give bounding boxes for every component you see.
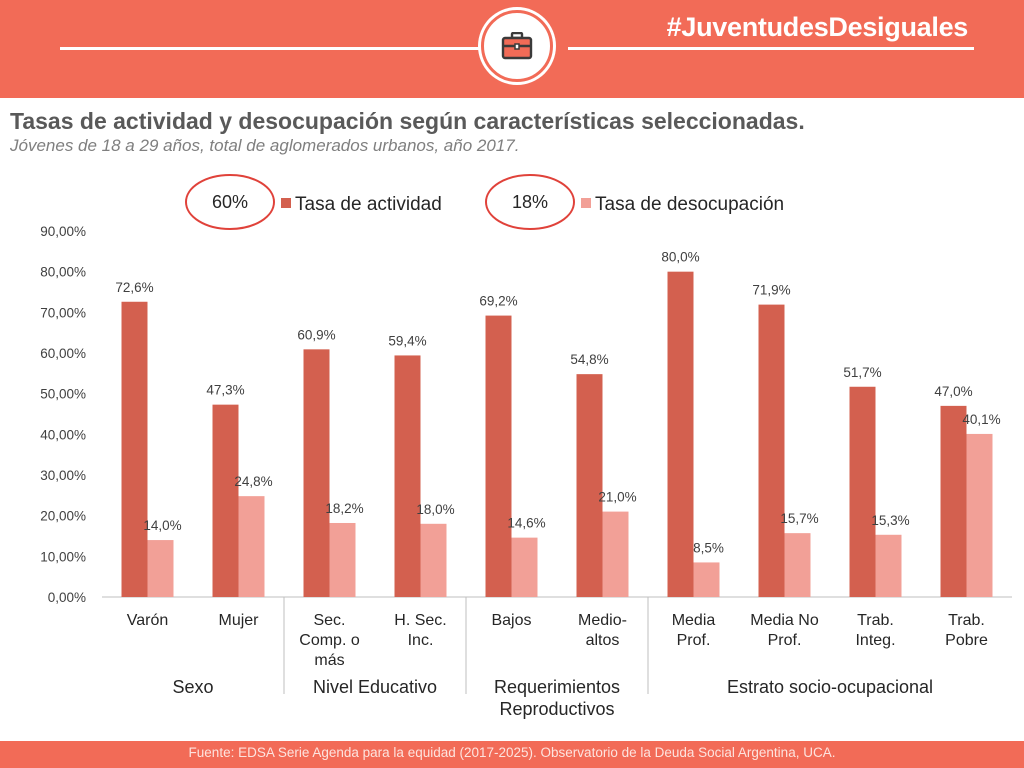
header-divider-left <box>60 47 480 50</box>
legend-badge: 60% <box>212 192 248 212</box>
bar-desocupacion <box>966 433 993 597</box>
bar-desocupacion <box>147 540 174 597</box>
data-label-actividad: 80,0% <box>661 250 699 265</box>
x-tick-label: Media <box>672 612 716 629</box>
data-label-desocupacion: 40,1% <box>962 412 1000 427</box>
legend-label: Tasa de actividad <box>295 194 442 215</box>
bar-chart: 0,00% 10,00% 20,00% 30,00% 40,00% 50,00% 60,00… <box>40 174 1012 719</box>
bar-desocupacion <box>602 511 629 597</box>
bar-desocupacion <box>511 537 538 597</box>
bar-actividad <box>121 301 148 597</box>
bar-actividad <box>394 355 421 597</box>
data-label-desocupacion: 21,0% <box>598 490 636 505</box>
y-tick-label: 60,00% <box>40 346 86 361</box>
x-tick-label: Trab. <box>948 612 985 629</box>
y-tick-label: 50,00% <box>40 387 86 402</box>
bar-desocupacion <box>784 533 811 597</box>
y-tick-label: 20,00% <box>40 509 86 524</box>
hashtag-title: #JuventudesDesiguales <box>666 12 969 42</box>
legend-highlight-circle <box>185 174 275 230</box>
data-label-actividad: 71,9% <box>752 283 790 298</box>
y-tick-label: 0,00% <box>48 590 86 605</box>
footer-bar: Fuente: EDSA Serie Agenda para la equida… <box>0 741 1024 768</box>
x-tick-label: Bajos <box>491 612 531 629</box>
bar-actividad <box>485 315 512 597</box>
bar-actividad <box>940 405 967 597</box>
x-tick-label: H. Sec. <box>394 612 446 629</box>
data-label-actividad: 47,0% <box>934 384 972 399</box>
bar-actividad <box>667 271 694 597</box>
x-tick-label: Comp. o <box>299 632 360 649</box>
briefcase-icon <box>501 32 533 60</box>
legend-highlight-circle <box>485 174 575 230</box>
x-tick-label: altos <box>586 632 620 649</box>
x-tick-label: Mujer <box>218 612 259 629</box>
bar-desocupacion <box>693 562 720 597</box>
data-label-desocupacion: 8,5% <box>693 540 724 555</box>
y-tick-label: 10,00% <box>40 549 86 564</box>
data-label-actividad: 59,4% <box>388 333 426 348</box>
bar-actividad <box>758 304 785 597</box>
legend-swatch <box>581 198 591 208</box>
x-tick-label: Prof. <box>677 632 711 649</box>
data-label-desocupacion: 18,0% <box>416 502 454 517</box>
data-label-desocupacion: 18,2% <box>325 501 363 516</box>
data-label-actividad: 72,6% <box>115 280 153 295</box>
legend-swatch <box>281 198 291 208</box>
y-tick-label: 70,00% <box>40 305 86 320</box>
icon-badge <box>481 10 553 82</box>
data-label-desocupacion: 24,8% <box>234 474 272 489</box>
header-divider-right <box>568 47 974 50</box>
legend-label: Tasa de desocupación <box>595 194 784 215</box>
bar-actividad <box>212 404 239 597</box>
data-label-actividad: 54,8% <box>570 352 608 367</box>
bar-desocupacion <box>329 522 356 597</box>
x-tick-label: Media No <box>750 612 819 629</box>
y-tick-label: 30,00% <box>40 468 86 483</box>
data-label-actividad: 51,7% <box>843 365 881 380</box>
x-tick-label: Medio- <box>578 612 627 629</box>
header-banner: #JuventudesDesiguales <box>0 0 1024 98</box>
x-tick-label: Pobre <box>945 632 988 649</box>
y-tick-label: 90,00% <box>40 224 86 239</box>
data-label-actividad: 60,9% <box>297 327 335 342</box>
x-tick-label: Trab. <box>857 612 894 629</box>
bar-actividad <box>576 374 603 597</box>
chart-subtitle: Jóvenes de 18 a 29 años, total de aglome… <box>10 136 520 155</box>
data-label-desocupacion: 14,0% <box>143 518 181 533</box>
bar-actividad <box>303 349 330 597</box>
data-label-actividad: 47,3% <box>206 383 244 398</box>
source-note: Fuente: EDSA Serie Agenda para la equida… <box>188 745 836 760</box>
y-tick-label: 40,00% <box>40 427 86 442</box>
bar-desocupacion <box>238 496 265 597</box>
data-label-desocupacion: 15,3% <box>871 513 909 528</box>
group-label: Sexo <box>172 677 213 697</box>
legend-badge: 18% <box>512 192 548 212</box>
bar-desocupacion <box>875 534 902 597</box>
x-tick-label: Inc. <box>408 632 434 649</box>
chart-title: Tasas de actividad y desocupación según … <box>10 108 805 134</box>
x-tick-label: Sec. <box>313 612 345 629</box>
data-label-desocupacion: 15,7% <box>780 511 818 526</box>
x-tick-label: Prof. <box>768 632 802 649</box>
data-label-desocupacion: 14,6% <box>507 516 545 531</box>
group-label: Estrato socio-ocupacional <box>727 677 933 697</box>
data-label-actividad: 69,2% <box>479 294 517 309</box>
group-label: Requerimientos <box>494 677 620 697</box>
bar-desocupacion <box>420 523 447 597</box>
y-tick-label: 80,00% <box>40 265 86 280</box>
x-tick-label: Varón <box>127 612 169 629</box>
group-label: Nivel Educativo <box>313 677 437 697</box>
bar-actividad <box>849 386 876 597</box>
group-label: Reproductivos <box>499 699 614 719</box>
x-tick-label: Integ. <box>855 632 895 649</box>
x-tick-label: más <box>314 652 344 669</box>
